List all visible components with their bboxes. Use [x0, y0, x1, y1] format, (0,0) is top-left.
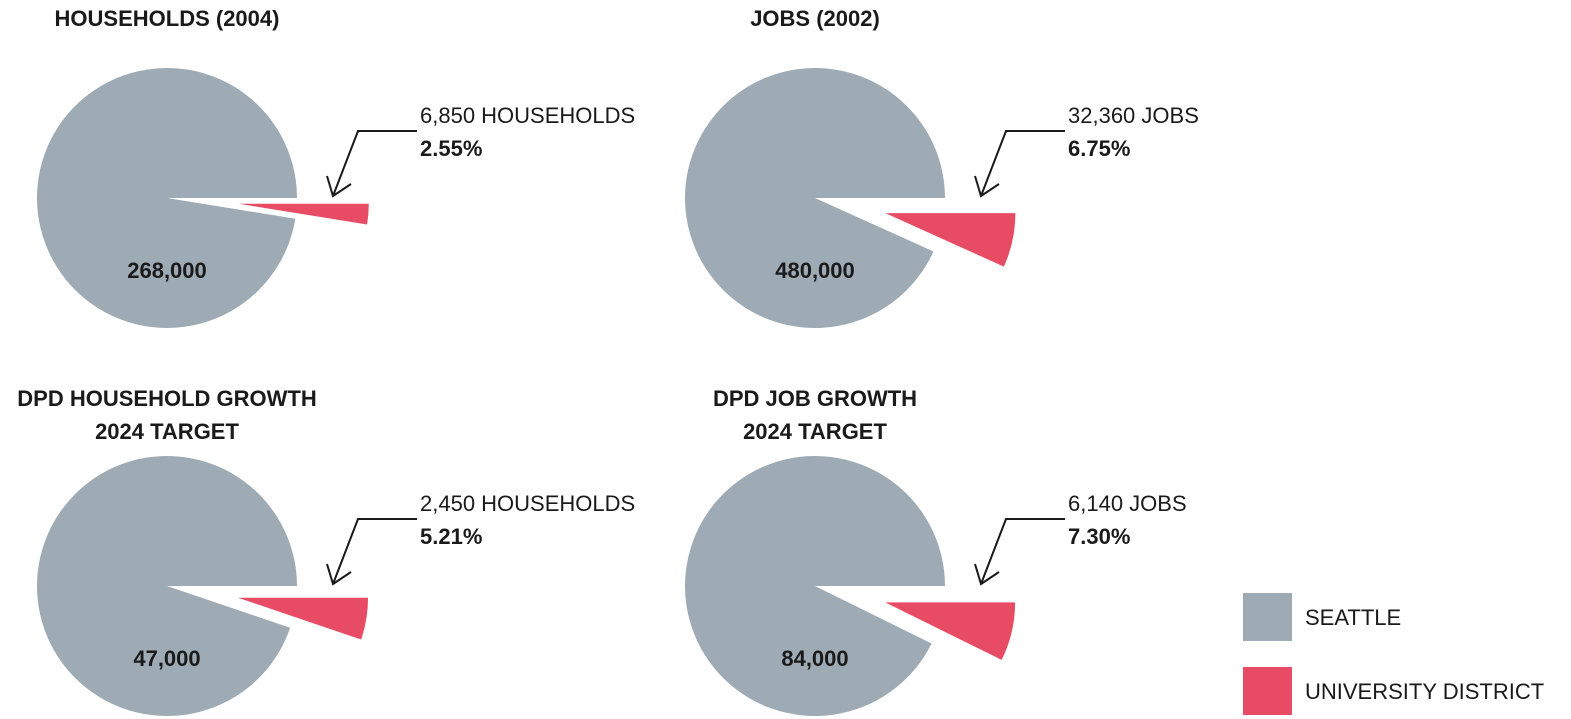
chart-title: JOBS (2002): [750, 6, 880, 31]
chart-title: DPD HOUSEHOLD GROWTH: [17, 386, 316, 411]
arrow-head: [326, 175, 352, 198]
value-label: 32,360 JOBS: [1068, 103, 1199, 128]
value-label: 6,850 HOUSEHOLDS: [420, 103, 635, 128]
value-label: 6,140 JOBS: [1068, 491, 1187, 516]
pie-slice: [685, 67, 945, 328]
pie-slice: [238, 597, 369, 640]
pie-slice: [885, 213, 1016, 267]
callout-arrow: [332, 518, 417, 585]
pie-slice: [238, 203, 369, 225]
arrow-head: [974, 563, 1000, 586]
arrow-head: [974, 175, 1000, 198]
legend-swatch: [1243, 593, 1292, 641]
legend-label: SEATTLE: [1305, 605, 1401, 630]
callout-arrow: [980, 130, 1065, 197]
share-label: 2.55%: [420, 136, 482, 161]
pie-slice: [885, 602, 1016, 660]
pie-slice: [36, 67, 297, 328]
value-label: 47,000: [133, 646, 200, 671]
callout-arrow: [980, 518, 1065, 585]
legend-swatch: [1243, 667, 1292, 715]
callout-arrow: [332, 130, 417, 197]
value-label: 268,000: [127, 258, 207, 283]
arrow-head: [326, 563, 352, 586]
value-label: 84,000: [781, 646, 848, 671]
share-label: 5.21%: [420, 524, 482, 549]
chart-title: 2024 TARGET: [743, 419, 887, 444]
chart-title: DPD JOB GROWTH: [713, 386, 917, 411]
share-label: 7.30%: [1068, 524, 1130, 549]
pie-slice: [36, 456, 297, 717]
legend-label: UNIVERSITY DISTRICT: [1305, 679, 1544, 704]
chart-title: 2024 TARGET: [95, 419, 239, 444]
value-label: 2,450 HOUSEHOLDS: [420, 491, 635, 516]
value-label: 480,000: [775, 258, 855, 283]
chart-title: HOUSEHOLDS (2004): [55, 6, 280, 31]
share-label: 6.75%: [1068, 136, 1130, 161]
pie-slice: [685, 455, 945, 716]
